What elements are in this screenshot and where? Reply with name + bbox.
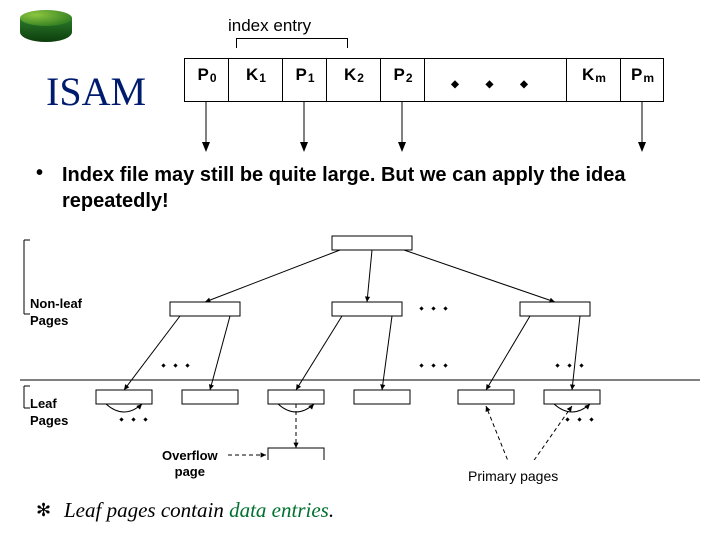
entry-cell: K2 [326, 58, 380, 102]
entry-cell: Km [566, 58, 620, 102]
database-icon [20, 10, 72, 48]
footnote-post: . [329, 498, 334, 522]
footnote-text: Leaf pages contain data entries. [64, 498, 334, 523]
entry-cell: K1 [228, 58, 282, 102]
primary-label: Primary pages [468, 468, 558, 484]
entry-cell: ◆ ◆ ◆ [424, 58, 566, 102]
footnote-pre: Leaf pages contain [64, 498, 229, 522]
entry-cell: P1 [282, 58, 326, 102]
bullet-marker: • [36, 162, 43, 185]
entry-cell: P2 [380, 58, 424, 102]
footnote-emphasis: data entries [229, 498, 329, 522]
footnote-marker: ✻ [36, 500, 51, 521]
index-entry-bracket [236, 38, 348, 48]
entry-cell: P0 [184, 58, 228, 102]
index-entry-label: index entry [228, 16, 311, 36]
bullet-text: Index file may still be quite large. But… [62, 162, 682, 214]
tree-diagram [0, 220, 720, 460]
page-title: ISAM [46, 68, 146, 115]
pointer-arrows [184, 102, 720, 156]
index-entry-table: P0K1P1K2P2◆ ◆ ◆KmPm [184, 58, 664, 102]
entry-cell: Pm [620, 58, 664, 102]
